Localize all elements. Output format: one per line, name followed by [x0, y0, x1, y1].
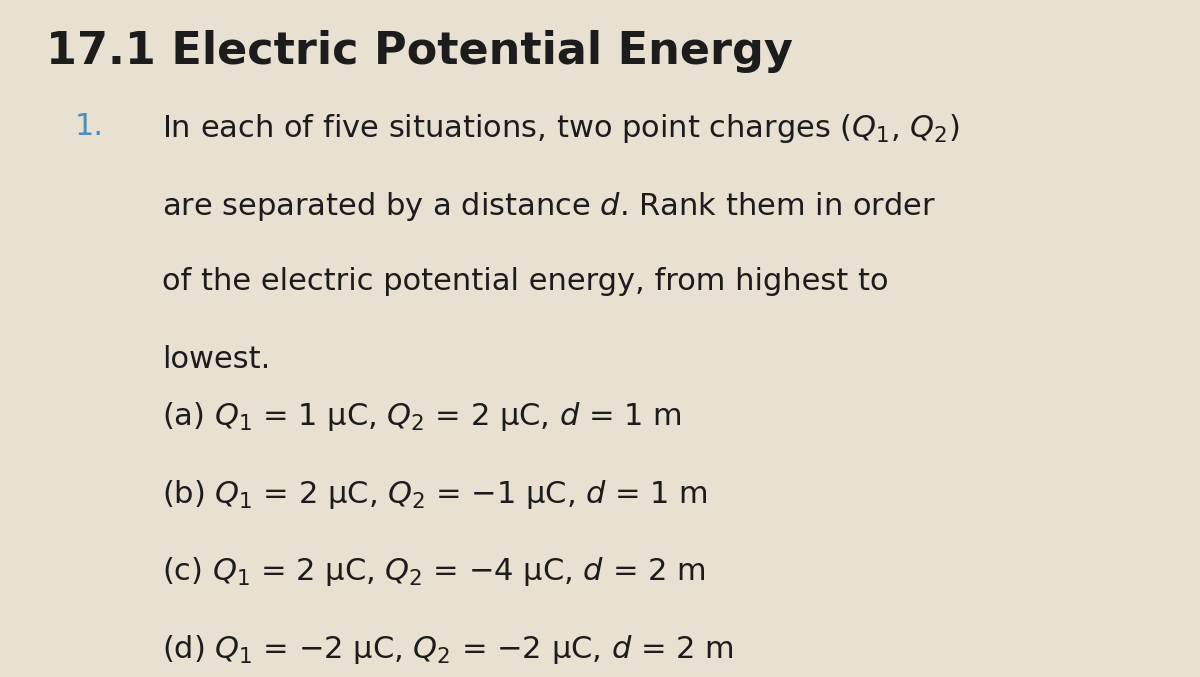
Text: 17.1 Electric Potential Energy: 17.1 Electric Potential Energy — [46, 30, 792, 74]
Text: 1.: 1. — [74, 112, 103, 141]
Text: (a) $Q_1$ = 1 μC, $Q_2$ = 2 μC, $d$ = 1 m: (a) $Q_1$ = 1 μC, $Q_2$ = 2 μC, $d$ = 1 … — [162, 399, 682, 433]
Text: (b) $Q_1$ = 2 μC, $Q_2$ = −1 μC, $d$ = 1 m: (b) $Q_1$ = 2 μC, $Q_2$ = −1 μC, $d$ = 1… — [162, 478, 708, 510]
Text: (c) $Q_1$ = 2 μC, $Q_2$ = −4 μC, $d$ = 2 m: (c) $Q_1$ = 2 μC, $Q_2$ = −4 μC, $d$ = 2… — [162, 556, 706, 588]
Text: In each of five situations, two point charges ($Q_1$, $Q_2$): In each of five situations, two point ch… — [162, 112, 959, 145]
Text: (d) $Q_1$ = −2 μC, $Q_2$ = −2 μC, $d$ = 2 m: (d) $Q_1$ = −2 μC, $Q_2$ = −2 μC, $d$ = … — [162, 634, 733, 666]
Text: of the electric potential energy, from highest to: of the electric potential energy, from h… — [162, 267, 888, 297]
Text: lowest.: lowest. — [162, 345, 270, 374]
Text: are separated by a distance $d$. Rank them in order: are separated by a distance $d$. Rank th… — [162, 190, 936, 223]
